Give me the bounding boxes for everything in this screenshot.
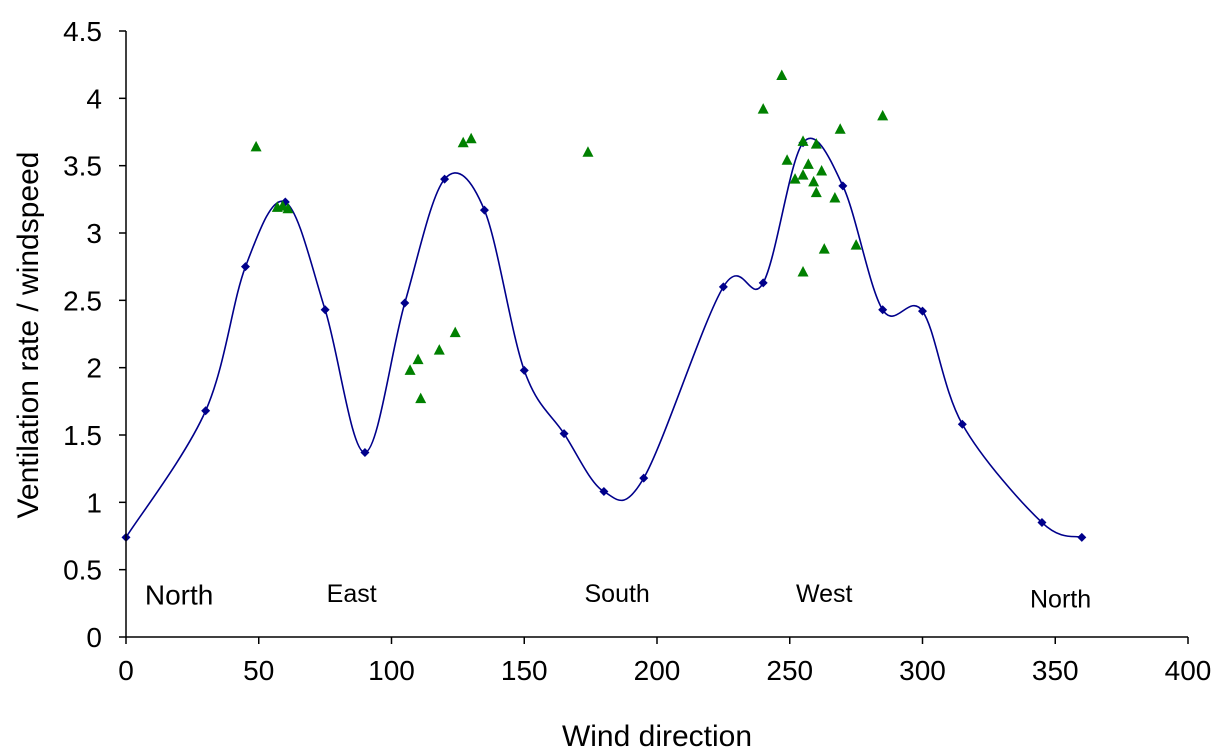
- diamond-point: [639, 473, 649, 483]
- triangle-point: [433, 344, 445, 355]
- x-tick-label: 0: [118, 655, 134, 686]
- x-tick-label: 150: [501, 655, 548, 686]
- direction-label: South: [585, 580, 650, 608]
- x-tick-label: 250: [766, 655, 813, 686]
- triangle-point: [810, 138, 822, 149]
- diamond-point: [1077, 532, 1087, 542]
- triangle-point: [816, 165, 828, 176]
- triangle-point: [797, 135, 809, 146]
- triangle-point: [457, 136, 469, 148]
- diamond-point: [360, 448, 370, 458]
- x-axis-title: Wind direction: [562, 720, 752, 753]
- triangle-point: [404, 364, 416, 375]
- diamond-point: [519, 365, 529, 375]
- plot-area: [121, 69, 1087, 542]
- x-tick-label: 50: [243, 655, 274, 686]
- direction-label: West: [796, 580, 853, 608]
- x-tick-label: 100: [368, 655, 415, 686]
- y-tick-label: 3: [86, 218, 102, 249]
- triangle-point: [789, 173, 801, 184]
- y-tick-label: 0: [86, 622, 102, 653]
- triangle-point: [412, 353, 424, 365]
- diamond-point: [320, 305, 330, 315]
- triangle-point: [810, 186, 822, 198]
- annotations: North East South West North: [145, 580, 1091, 614]
- diamond-point: [440, 174, 450, 184]
- triangle-point: [465, 132, 477, 144]
- direction-label: East: [327, 580, 377, 608]
- triangle-point: [802, 158, 814, 169]
- triangle-point: [449, 326, 461, 338]
- triangle-point: [415, 392, 427, 404]
- triangle-point: [818, 243, 830, 254]
- smooth-fit-line: [125, 137, 1083, 539]
- direction-label: North: [145, 580, 213, 611]
- diamond-point: [758, 278, 768, 288]
- triangle-point: [797, 266, 809, 277]
- x-tick-label: 200: [634, 655, 681, 686]
- y-tick-label: 0.5: [63, 555, 102, 586]
- y-tick-label: 1.5: [63, 420, 102, 451]
- triangle-point: [282, 202, 294, 214]
- triangle-point: [757, 103, 769, 114]
- diamond-point: [400, 298, 410, 308]
- triangle-point: [834, 123, 846, 134]
- diamond-point: [718, 282, 728, 292]
- x-tick-label: 350: [1032, 655, 1079, 686]
- triangle-point: [250, 140, 262, 152]
- x-tick-label: 400: [1165, 655, 1212, 686]
- triangle-point: [850, 239, 862, 250]
- triangle-point: [582, 146, 594, 157]
- diamond-point: [201, 406, 211, 416]
- y-tick-label: 4.5: [63, 16, 102, 47]
- diamond-point: [479, 205, 489, 215]
- diamond-point: [918, 306, 927, 316]
- diamond-point: [838, 181, 848, 191]
- triangle-point: [797, 169, 809, 180]
- triangle-point: [877, 109, 889, 121]
- y-tick-label: 4: [86, 83, 102, 114]
- y-tick-label: 1: [86, 487, 102, 518]
- y-tick-label: 2.5: [63, 285, 102, 316]
- diamond-point: [1037, 518, 1047, 528]
- diamond-point: [878, 305, 888, 315]
- triangle-point: [776, 69, 788, 80]
- y-tick-label: 3.5: [63, 151, 102, 182]
- diamond-point: [240, 262, 250, 272]
- triangle-point: [829, 191, 841, 203]
- diamond-point: [957, 419, 967, 429]
- triangle-point: [808, 175, 820, 187]
- axes: 0 50 100 150 200 250 300 350 400 0 0.5 1 1.5 2 2.5 3 3.5…: [63, 16, 1211, 686]
- y-axis-title: Ventilation rate / windspeed: [12, 152, 45, 519]
- x-tick-label: 300: [899, 655, 946, 686]
- y-tick-label: 2: [86, 353, 102, 384]
- direction-label: North: [1030, 585, 1091, 613]
- diamond-point: [599, 487, 609, 497]
- diamond-point: [559, 429, 569, 439]
- triangle-point: [781, 154, 793, 165]
